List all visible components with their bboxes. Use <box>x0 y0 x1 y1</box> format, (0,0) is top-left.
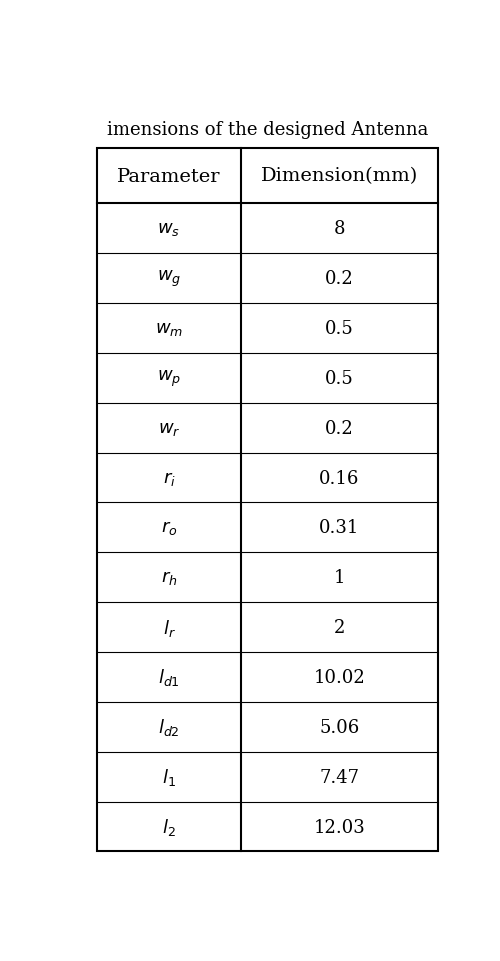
Text: $l_{d1}$: $l_{d1}$ <box>158 667 180 688</box>
Text: 2: 2 <box>334 619 345 636</box>
Bar <box>98 149 438 851</box>
Text: $r_o$: $r_o$ <box>160 519 178 537</box>
Text: $w_s$: $w_s$ <box>158 220 180 238</box>
Text: $w_r$: $w_r$ <box>158 419 180 437</box>
Text: 0.5: 0.5 <box>325 369 354 387</box>
Text: 1: 1 <box>334 569 345 586</box>
Text: $r_i$: $r_i$ <box>162 469 175 487</box>
Text: 12.03: 12.03 <box>314 818 366 836</box>
Text: 8: 8 <box>334 220 345 238</box>
Text: $w_p$: $w_p$ <box>157 368 181 388</box>
Text: $r_h$: $r_h$ <box>160 569 178 586</box>
Text: 5.06: 5.06 <box>320 718 360 736</box>
Text: 10.02: 10.02 <box>314 668 366 686</box>
Text: 0.31: 0.31 <box>320 519 360 537</box>
Text: 0.2: 0.2 <box>325 270 354 287</box>
Text: $l_r$: $l_r$ <box>162 617 175 638</box>
Text: 0.16: 0.16 <box>320 469 360 487</box>
Text: $l_{d2}$: $l_{d2}$ <box>158 717 180 737</box>
Text: 0.5: 0.5 <box>325 320 354 337</box>
Text: $l_2$: $l_2$ <box>162 816 176 837</box>
Text: 0.2: 0.2 <box>325 419 354 437</box>
Text: $l_1$: $l_1$ <box>162 766 176 787</box>
Text: Dimension(mm): Dimension(mm) <box>261 167 418 185</box>
Text: Parameter: Parameter <box>117 167 220 185</box>
Text: $w_m$: $w_m$ <box>155 320 183 337</box>
Text: 7.47: 7.47 <box>320 768 360 786</box>
Text: imensions of the designed Antenna: imensions of the designed Antenna <box>107 121 428 139</box>
Text: $w_g$: $w_g$ <box>157 269 181 289</box>
